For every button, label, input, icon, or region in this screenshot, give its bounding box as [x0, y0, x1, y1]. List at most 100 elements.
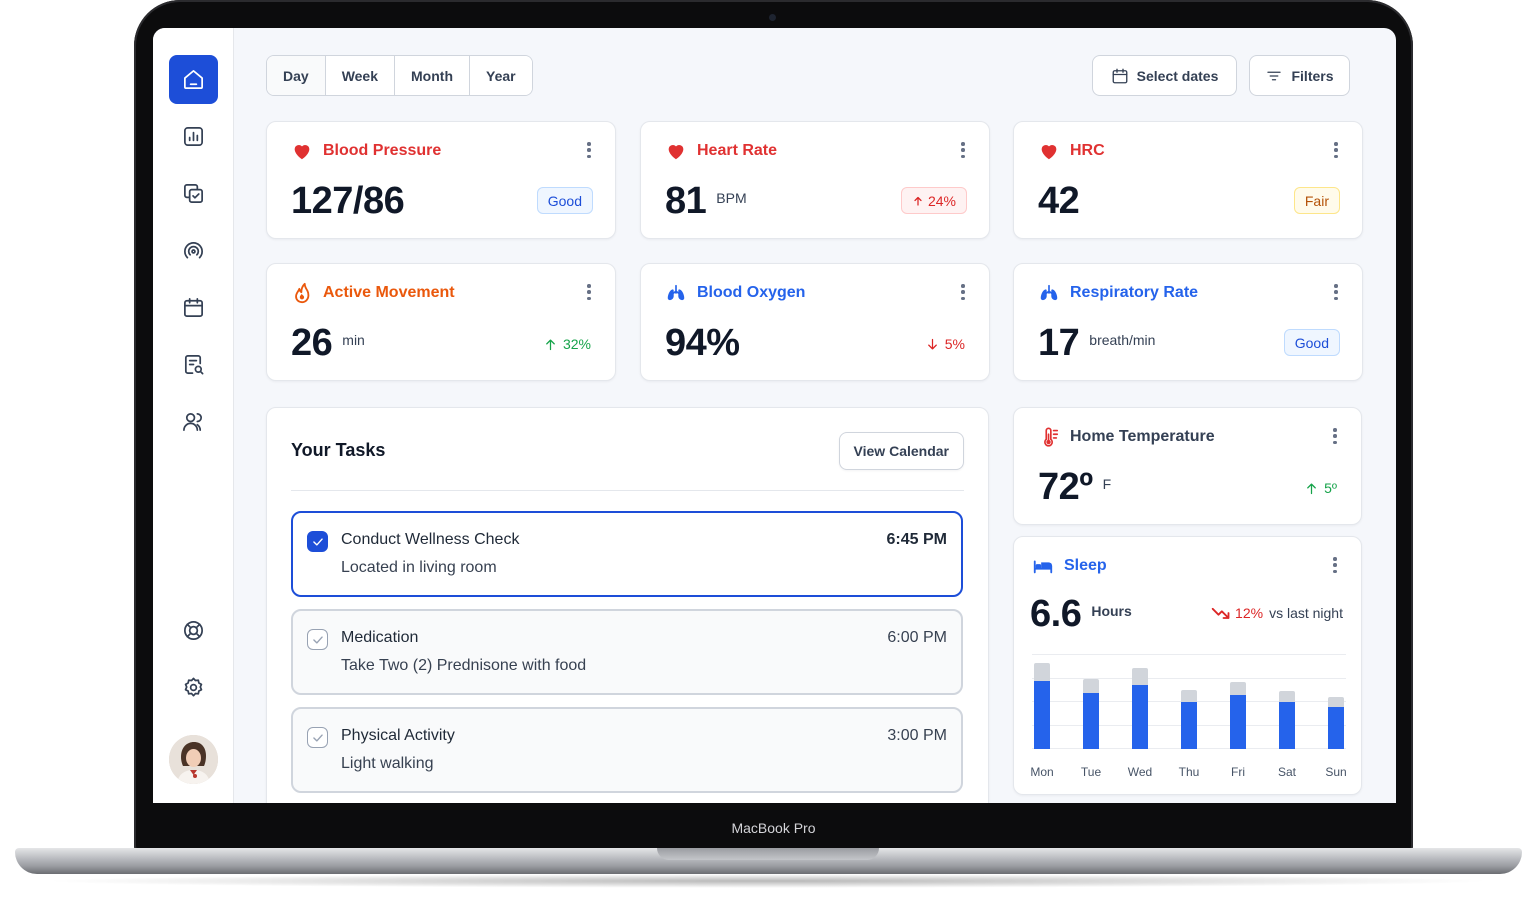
select-dates-button[interactable]: Select dates: [1092, 55, 1237, 96]
respiratory-rate-number: 17: [1038, 322, 1080, 364]
sidebar-item-tasks[interactable]: [169, 169, 218, 218]
x-tick-label: Sun: [1325, 765, 1347, 779]
range-year-button[interactable]: Year: [470, 56, 532, 95]
range-week-button[interactable]: Week: [325, 56, 396, 95]
respiratory-rate-unit: breath/min: [1089, 332, 1156, 348]
filter-lines-icon: [1267, 71, 1282, 80]
blood-oxygen-card[interactable]: Blood Oxygen 94% 5%: [640, 263, 990, 381]
sidebar-item-signal[interactable]: [169, 226, 218, 275]
heart-icon: [294, 145, 310, 160]
grid-line: [1032, 654, 1346, 655]
home-icon: [184, 70, 203, 89]
sleep-bar-segment-light: [1181, 689, 1197, 702]
home-temperature-card[interactable]: Home Temperature 72º F 5º: [1013, 407, 1362, 525]
calendar-icon: [1112, 68, 1128, 83]
sidebar: [153, 28, 234, 803]
sleep-card[interactable]: Sleep 6.6 Hours 12% vs last night Mon Tue…: [1013, 536, 1362, 795]
sleep-bar-thu[interactable]: [1181, 689, 1197, 749]
task-item[interactable]: Conduct Wellness Check Located in living…: [291, 511, 963, 597]
blood-pressure-label: Blood Pressure: [323, 142, 442, 159]
app-screen: Day Week Month Year Select dates Filters…: [153, 28, 1396, 803]
heart-icon: [1041, 145, 1057, 160]
task-description: Located in living room: [341, 559, 497, 576]
select-dates-label: Select dates: [1136, 67, 1219, 84]
filters-button[interactable]: Filters: [1249, 55, 1350, 96]
sleep-bar-sun[interactable]: [1328, 697, 1344, 749]
sleep-comparison: 12% vs last night: [1211, 605, 1343, 621]
task-checkbox[interactable]: [307, 531, 328, 552]
blood-pressure-number: 127/86: [291, 180, 405, 222]
arrow-down-icon: [927, 338, 937, 349]
sleep-bar-segment-deep: [1034, 681, 1050, 749]
device-label: MacBook Pro: [731, 820, 816, 836]
sleep-bar-mon[interactable]: [1034, 663, 1050, 749]
heart-rate-trend: 24%: [927, 192, 956, 209]
sidebar-item-analytics[interactable]: [169, 112, 218, 161]
more-options-icon[interactable]: [583, 282, 595, 302]
task-checkbox[interactable]: [307, 629, 328, 650]
home-temperature-trend: 5º: [1324, 480, 1337, 496]
sleep-bar-fri[interactable]: [1230, 682, 1246, 749]
respiratory-rate-value: 17 breath/min: [1038, 322, 1155, 365]
respiratory-rate-card[interactable]: Respiratory Rate 17 breath/min Good: [1013, 263, 1363, 381]
sleep-bar-tue[interactable]: [1083, 678, 1099, 749]
sidebar-item-support[interactable]: [169, 606, 218, 655]
check-icon: [312, 537, 323, 546]
support-icon: [184, 621, 203, 640]
lungs-icon: [667, 284, 685, 301]
hrc-value: 42: [1038, 180, 1080, 223]
more-options-icon[interactable]: [1329, 555, 1341, 575]
signal-icon: [184, 242, 203, 259]
users-icon: [183, 412, 203, 431]
heart-rate-number: 81: [665, 180, 707, 222]
task-checkbox[interactable]: [307, 727, 328, 748]
task-item[interactable]: Medication Take Two (2) Prednisone with …: [291, 609, 963, 695]
more-options-icon[interactable]: [957, 140, 969, 160]
sleep-bar-segment-light: [1328, 697, 1344, 707]
respiratory-rate-title: Respiratory Rate: [1038, 282, 1198, 304]
task-name: Medication: [341, 629, 419, 646]
task-time: 6:45 PM: [886, 531, 947, 548]
laptop-notch: [657, 848, 879, 860]
more-options-icon[interactable]: [1330, 282, 1342, 302]
task-description: Take Two (2) Prednisone with food: [341, 657, 587, 674]
task-item[interactable]: Physical Activity Light walking 3:00 PM: [291, 707, 963, 793]
sidebar-item-calendar[interactable]: [169, 283, 218, 332]
range-month-button[interactable]: Month: [395, 56, 470, 95]
sidebar-item-users[interactable]: [169, 397, 218, 446]
x-tick-label: Mon: [1030, 765, 1054, 779]
more-options-icon[interactable]: [957, 282, 969, 302]
x-tick-label: Wed: [1127, 765, 1153, 779]
sleep-bar-wed[interactable]: [1132, 668, 1148, 749]
grid-line: [1032, 677, 1346, 679]
range-day-button[interactable]: Day: [267, 56, 326, 95]
check-icon: [312, 635, 323, 644]
hrc-card[interactable]: HRC 42 Fair: [1013, 121, 1363, 239]
heart-rate-card[interactable]: Heart Rate 81 BPM 24%: [640, 121, 990, 239]
active-movement-card[interactable]: Active Movement 26 min 32%: [266, 263, 616, 381]
status-badge: Good: [536, 187, 593, 214]
blood-oxygen-value: 94%: [665, 322, 740, 365]
settings-icon: [184, 677, 203, 697]
arrow-up-icon: [546, 339, 555, 350]
arrow-up-icon: [914, 196, 922, 206]
sidebar-item-home[interactable]: [169, 55, 218, 104]
filters-label: Filters: [1291, 67, 1334, 84]
check-icon: [312, 733, 323, 742]
sidebar-item-settings[interactable]: [169, 663, 218, 712]
sidebar-item-reports[interactable]: [169, 340, 218, 389]
user-avatar[interactable]: [169, 735, 218, 784]
heart-rate-unit: BPM: [716, 190, 747, 206]
tasks-icon: [184, 184, 203, 203]
more-options-icon[interactable]: [1329, 426, 1341, 446]
sleep-bar-segment-deep: [1328, 706, 1344, 749]
sleep-bar-sat[interactable]: [1279, 690, 1295, 749]
bar-chart-icon: [184, 127, 203, 146]
view-calendar-button[interactable]: View Calendar: [838, 432, 964, 470]
heart-rate-value: 81 BPM: [665, 180, 747, 223]
more-options-icon[interactable]: [583, 140, 595, 160]
blood-pressure-card[interactable]: Blood Pressure 127/86 Good: [266, 121, 616, 239]
more-options-icon[interactable]: [1330, 140, 1342, 160]
laptop-shadow: [40, 874, 1496, 888]
home-temperature-number: 72º: [1038, 466, 1093, 508]
